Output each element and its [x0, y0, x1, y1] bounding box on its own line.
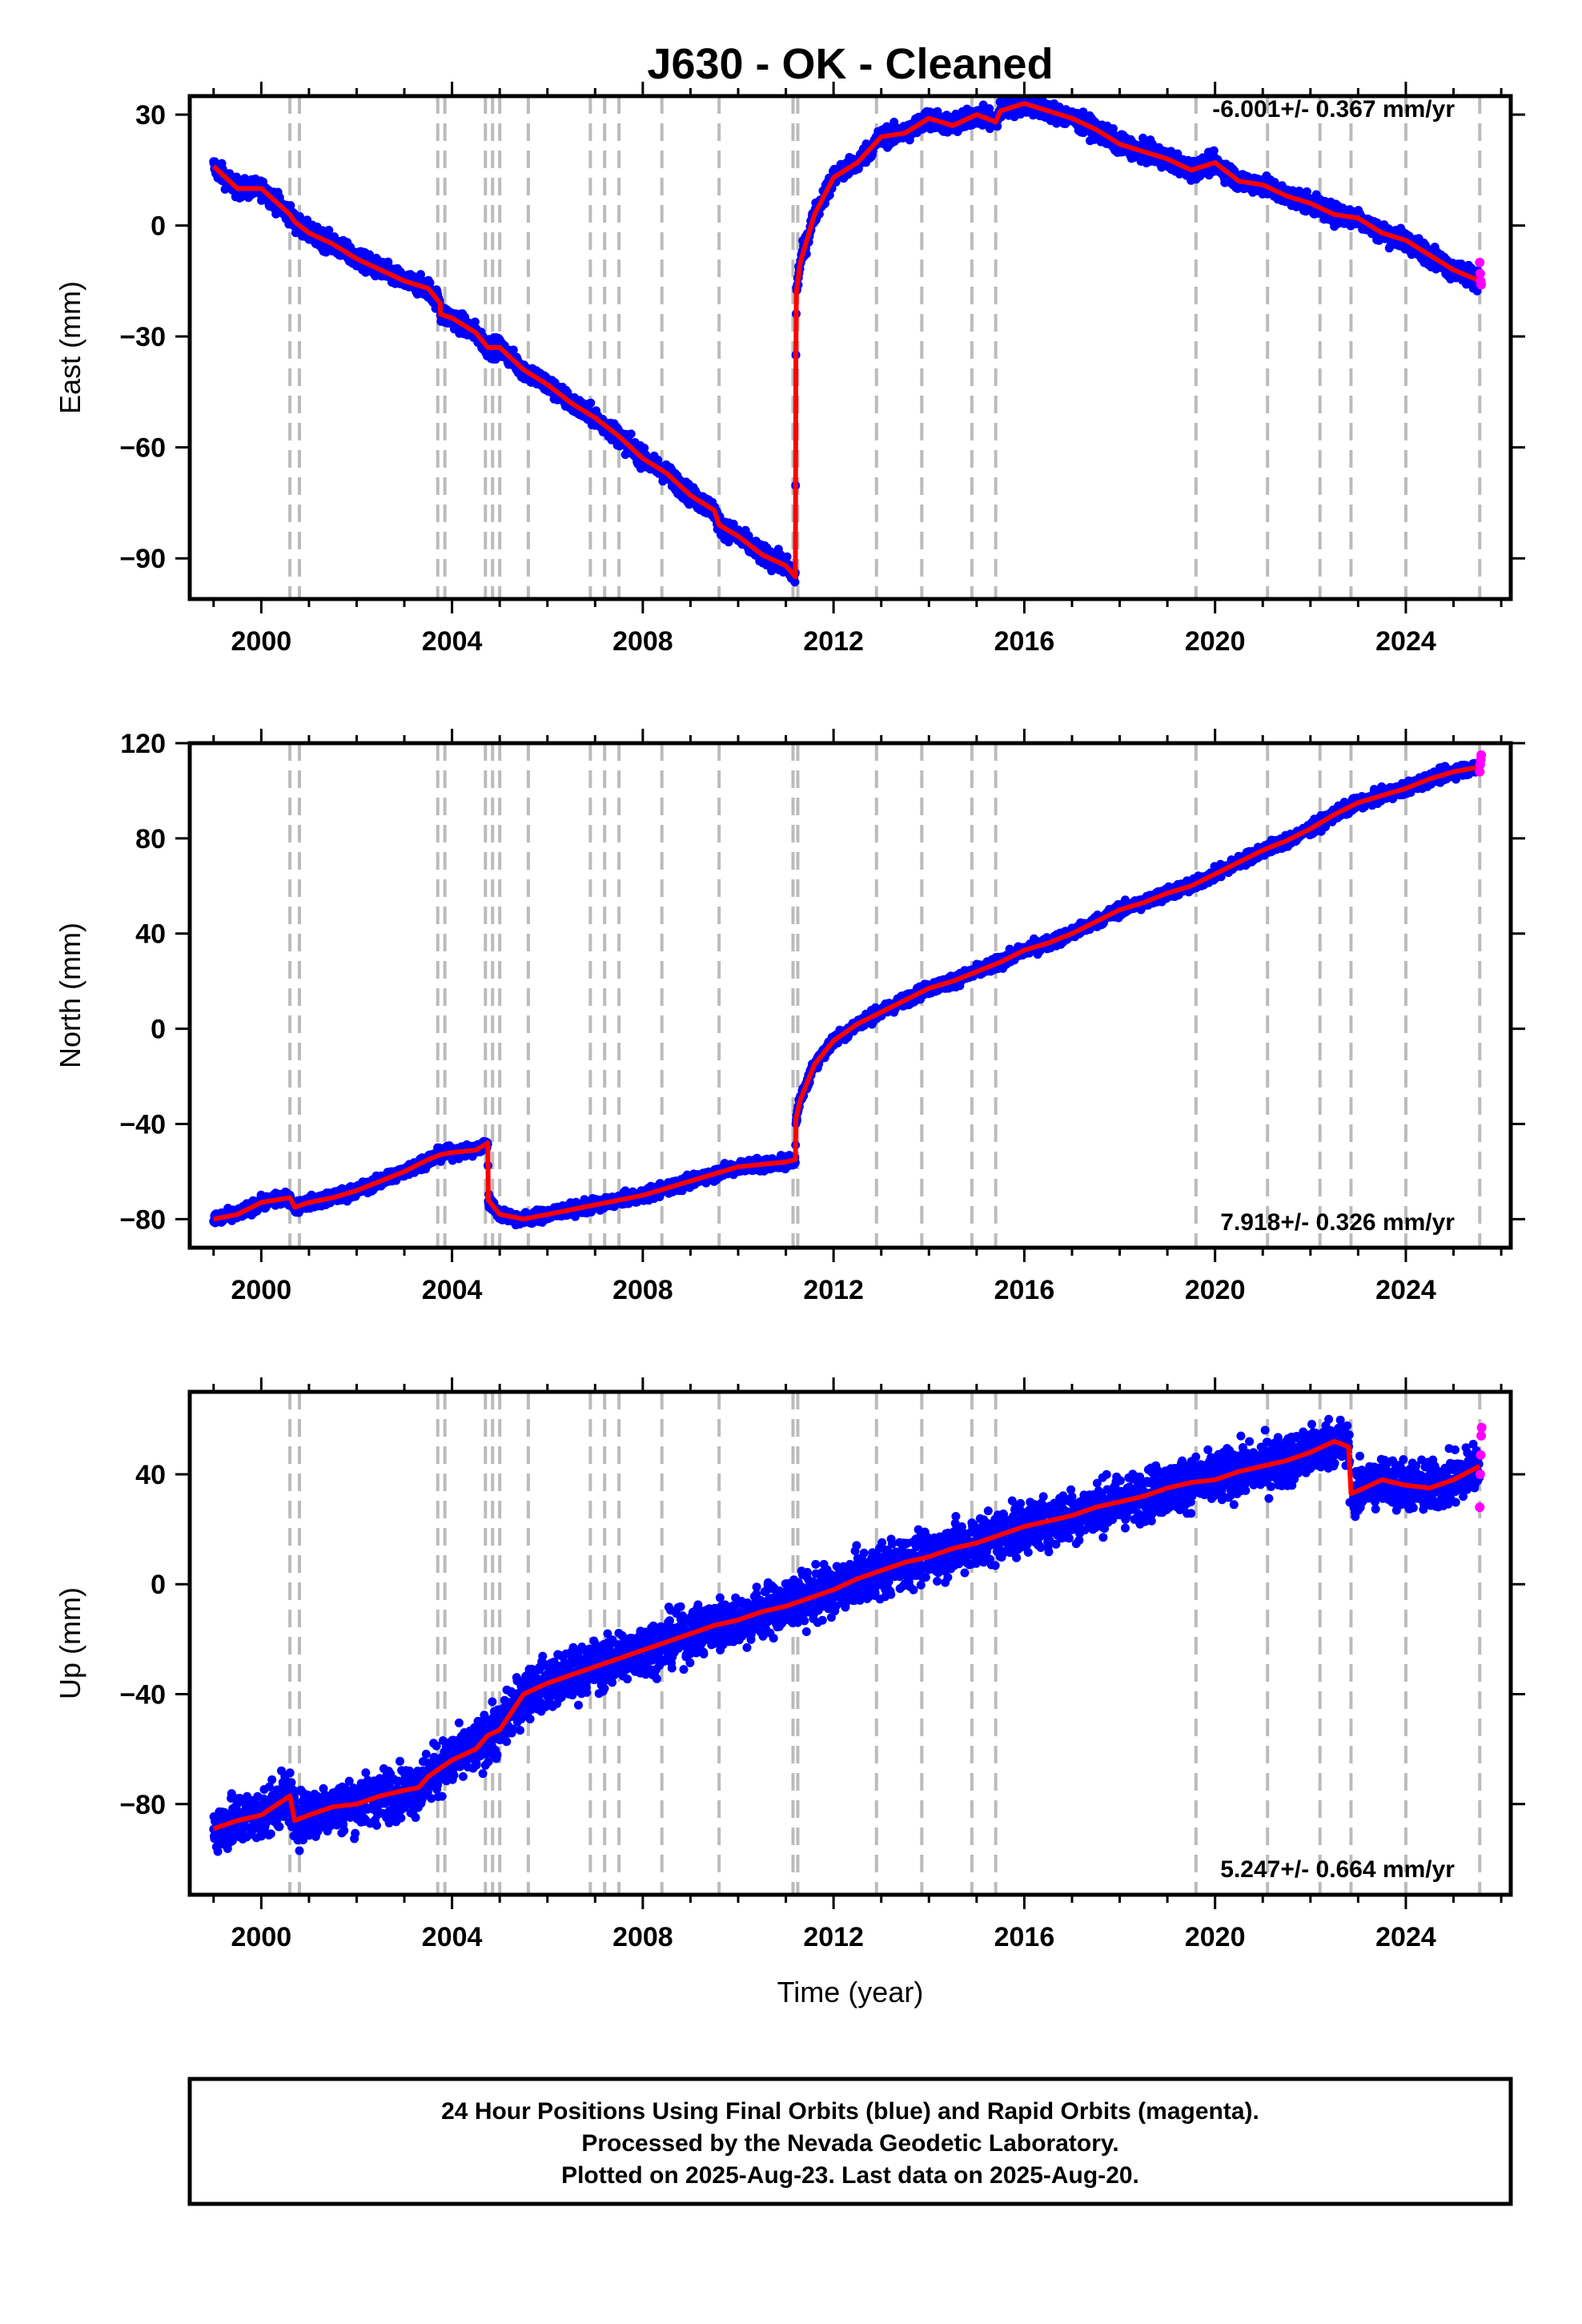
x-tick-label: 2016: [994, 626, 1055, 657]
data-point: [782, 552, 792, 561]
y-tick-label: 30: [135, 100, 166, 131]
rapid-orbit-points: [1475, 257, 1487, 290]
y-tick-label: −30: [119, 322, 166, 352]
y-tick-label: −60: [119, 433, 166, 464]
y-axis-label: East (mm): [54, 281, 86, 414]
panel-east: 2000 2004 2008 2012 2016 2020 2024 30 0 −30 −60 −90…: [54, 82, 1525, 657]
x-tick-label: 2024: [1375, 626, 1436, 657]
event-lines: [288, 96, 1482, 599]
velocity-label: -6.001+/- 0.367 mm/yr: [1212, 96, 1455, 123]
chart-title: J630 - OK - Cleaned: [647, 40, 1053, 88]
panels-group: 2000 2004 2008 2012 2016 2020 2024 30 0 −30 −60 −90…: [54, 82, 1525, 1952]
data-point: [586, 398, 596, 408]
x-tick-label: 2008: [612, 626, 673, 657]
rapid-point: [1476, 279, 1487, 290]
data-point: [626, 429, 636, 439]
y-tick-label: 0: [151, 211, 166, 242]
rapid-point: [1475, 257, 1485, 267]
data-point: [324, 226, 334, 235]
x-tick-label: 2020: [1185, 626, 1246, 657]
x-tick-label: 2000: [231, 626, 292, 657]
x-tick-label: 2012: [803, 626, 864, 657]
x-tick-label: 2004: [422, 626, 483, 657]
y-tick-label: −90: [119, 544, 166, 574]
